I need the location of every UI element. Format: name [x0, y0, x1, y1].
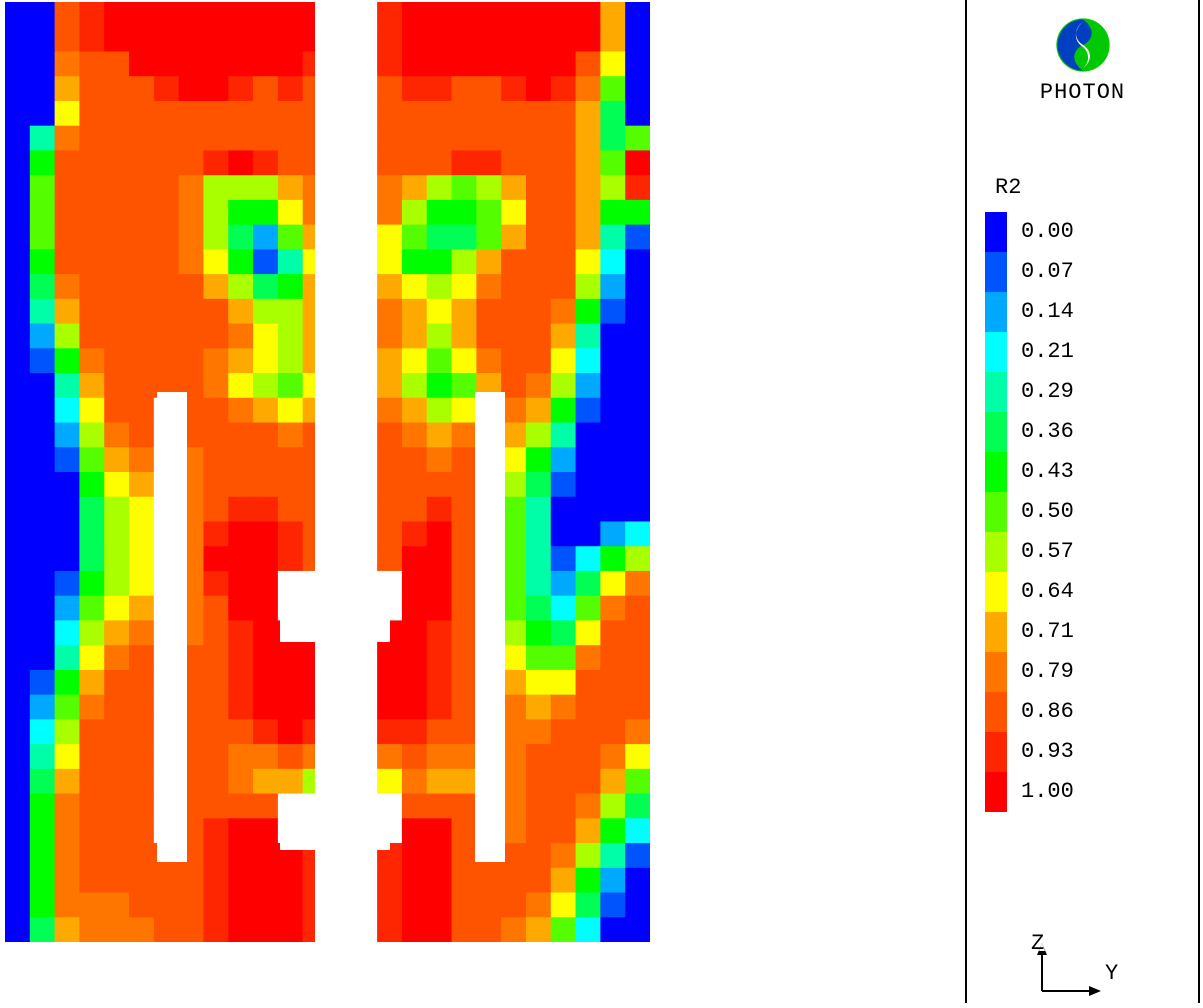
legend-value: 0.29: [1021, 372, 1074, 412]
legend-swatch: [985, 212, 1007, 252]
axis-y-label: Y: [1105, 961, 1118, 986]
legend-swatch: [985, 292, 1007, 332]
legend-row: 0.57: [985, 532, 1198, 572]
contour-heatmap: [5, 2, 650, 942]
legend-swatch: [985, 412, 1007, 452]
legend-value: 0.86: [1021, 692, 1074, 732]
legend-row: 0.86: [985, 692, 1198, 732]
legend-swatch: [985, 532, 1007, 572]
legend-swatch: [985, 772, 1007, 812]
legend-value: 0.71: [1021, 612, 1074, 652]
legend-value: 0.00: [1021, 212, 1074, 252]
legend-row: 0.93: [985, 732, 1198, 772]
legend-panel: PHOTON R2 0.000.070.140.210.290.360.430.…: [965, 0, 1200, 1003]
legend-swatch: [985, 572, 1007, 612]
legend-row: 1.00: [985, 772, 1198, 812]
legend-swatch: [985, 372, 1007, 412]
legend-swatch: [985, 452, 1007, 492]
photon-logo-icon: [1054, 16, 1112, 74]
legend-swatch: [985, 332, 1007, 372]
legend-value: 0.79: [1021, 652, 1074, 692]
legend-value: 0.07: [1021, 252, 1074, 292]
legend-row: 0.14: [985, 292, 1198, 332]
legend-row: 0.07: [985, 252, 1198, 292]
legend-row: 0.36: [985, 412, 1198, 452]
legend-row: 0.50: [985, 492, 1198, 532]
legend-value: 0.50: [1021, 492, 1074, 532]
legend-row: 0.21: [985, 332, 1198, 372]
legend-color-scale: 0.000.070.140.210.290.360.430.500.570.64…: [985, 212, 1198, 812]
logo-label: PHOTON: [967, 80, 1198, 105]
legend-row: 0.29: [985, 372, 1198, 412]
legend-swatch: [985, 732, 1007, 772]
legend-value: 0.43: [1021, 452, 1074, 492]
legend-value: 0.93: [1021, 732, 1074, 772]
legend-value: 0.57: [1021, 532, 1074, 572]
axis-z-label: Z: [1031, 931, 1044, 956]
axis-indicator: Z Y: [1027, 941, 1147, 1001]
legend-row: 0.00: [985, 212, 1198, 252]
legend-value: 0.21: [1021, 332, 1074, 372]
legend-swatch: [985, 652, 1007, 692]
legend-row: 0.43: [985, 452, 1198, 492]
legend-swatch: [985, 492, 1007, 532]
legend-value: 0.14: [1021, 292, 1074, 332]
legend-row: 0.71: [985, 612, 1198, 652]
legend-swatch: [985, 612, 1007, 652]
legend-swatch: [985, 692, 1007, 732]
legend-row: 0.79: [985, 652, 1198, 692]
legend-value: 0.36: [1021, 412, 1074, 452]
legend-swatch: [985, 252, 1007, 292]
legend-value: 1.00: [1021, 772, 1074, 812]
legend-value: 0.64: [1021, 572, 1074, 612]
legend-title: R2: [995, 175, 1198, 200]
legend-row: 0.64: [985, 572, 1198, 612]
